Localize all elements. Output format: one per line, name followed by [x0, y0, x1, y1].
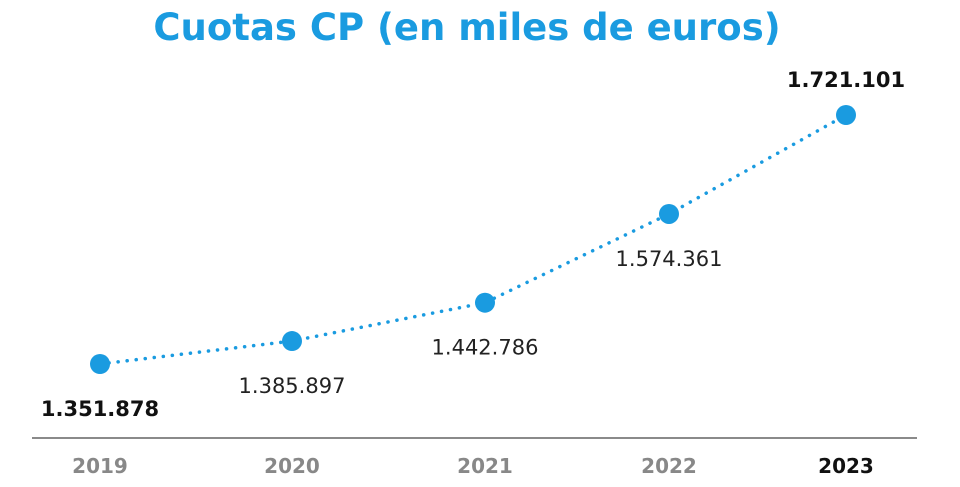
data-point-2021 — [475, 292, 495, 313]
chart-title: Cuotas CP (en miles de euros) — [153, 6, 781, 49]
series-line — [98, 113, 848, 366]
data-label-2019: 1.351.878 — [41, 397, 159, 421]
data-label-2022: 1.574.361 — [616, 247, 723, 271]
x-tick-2023: 2023 — [818, 454, 874, 478]
data-label-2023: 1.721.101 — [787, 68, 905, 92]
data-label-2020: 1.385.897 — [239, 374, 346, 398]
x-tick-2020: 2020 — [264, 454, 320, 478]
data-point-2019 — [90, 354, 110, 374]
data-point-2023 — [836, 105, 856, 125]
x-tick-2022: 2022 — [641, 454, 697, 478]
data-label-2021: 1.442.786 — [432, 336, 539, 360]
x-tick-2021: 2021 — [457, 454, 513, 478]
data-point-2022 — [659, 203, 679, 224]
x-tick-2019: 2019 — [72, 454, 128, 478]
data-point-2020 — [282, 331, 302, 352]
